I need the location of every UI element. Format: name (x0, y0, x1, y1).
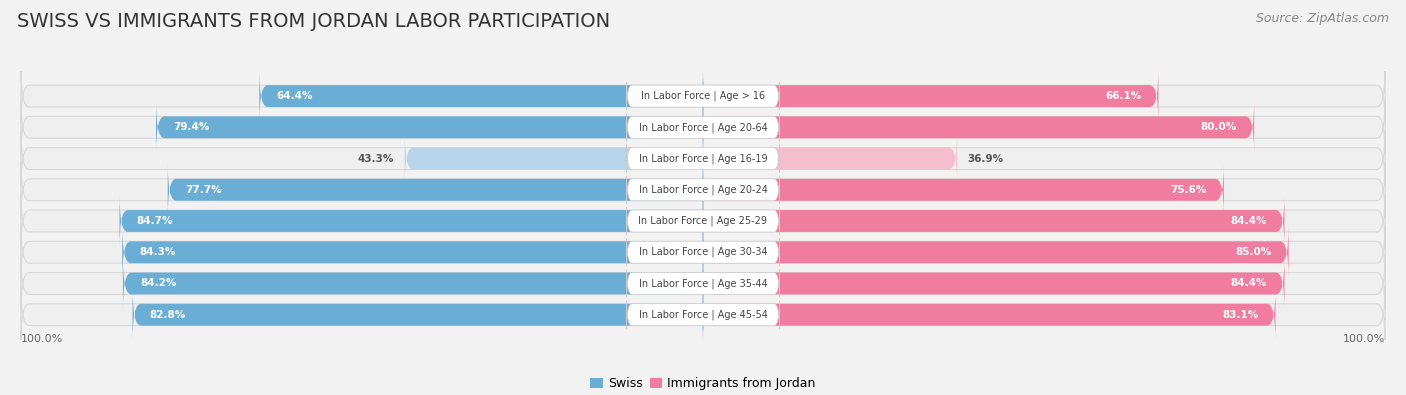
FancyBboxPatch shape (627, 301, 779, 329)
FancyBboxPatch shape (703, 194, 1285, 248)
Text: 66.1%: 66.1% (1105, 91, 1142, 101)
Text: 84.4%: 84.4% (1230, 278, 1267, 288)
FancyBboxPatch shape (627, 145, 779, 173)
Text: In Labor Force | Age 25-29: In Labor Force | Age 25-29 (638, 216, 768, 226)
FancyBboxPatch shape (21, 163, 1385, 216)
FancyBboxPatch shape (703, 163, 1223, 216)
FancyBboxPatch shape (122, 226, 703, 279)
FancyBboxPatch shape (21, 226, 1385, 279)
FancyBboxPatch shape (703, 226, 1289, 279)
Text: 77.7%: 77.7% (186, 185, 222, 195)
Text: In Labor Force | Age 20-24: In Labor Force | Age 20-24 (638, 184, 768, 195)
FancyBboxPatch shape (21, 194, 1385, 248)
FancyBboxPatch shape (703, 101, 1254, 154)
FancyBboxPatch shape (21, 288, 1385, 341)
FancyBboxPatch shape (703, 132, 957, 185)
Text: In Labor Force | Age 30-34: In Labor Force | Age 30-34 (638, 247, 768, 258)
FancyBboxPatch shape (122, 257, 703, 310)
FancyBboxPatch shape (120, 194, 703, 248)
FancyBboxPatch shape (627, 113, 779, 141)
FancyBboxPatch shape (627, 238, 779, 266)
Text: 84.4%: 84.4% (1230, 216, 1267, 226)
FancyBboxPatch shape (156, 101, 703, 154)
Text: 82.8%: 82.8% (150, 310, 186, 320)
Text: 43.3%: 43.3% (359, 154, 394, 164)
FancyBboxPatch shape (21, 257, 1385, 310)
FancyBboxPatch shape (132, 288, 703, 341)
Text: SWISS VS IMMIGRANTS FROM JORDAN LABOR PARTICIPATION: SWISS VS IMMIGRANTS FROM JORDAN LABOR PA… (17, 12, 610, 31)
Text: 100.0%: 100.0% (21, 334, 63, 344)
Text: In Labor Force | Age 45-54: In Labor Force | Age 45-54 (638, 309, 768, 320)
FancyBboxPatch shape (21, 132, 1385, 185)
Text: 75.6%: 75.6% (1170, 185, 1206, 195)
Text: In Labor Force | Age 20-64: In Labor Force | Age 20-64 (638, 122, 768, 133)
FancyBboxPatch shape (21, 101, 1385, 154)
FancyBboxPatch shape (21, 70, 1385, 122)
Text: 100.0%: 100.0% (1343, 334, 1385, 344)
Text: In Labor Force | Age > 16: In Labor Force | Age > 16 (641, 91, 765, 102)
Text: 80.0%: 80.0% (1201, 122, 1237, 132)
Text: Source: ZipAtlas.com: Source: ZipAtlas.com (1256, 12, 1389, 25)
FancyBboxPatch shape (167, 163, 703, 216)
Text: 79.4%: 79.4% (173, 122, 209, 132)
FancyBboxPatch shape (627, 207, 779, 235)
FancyBboxPatch shape (627, 176, 779, 204)
FancyBboxPatch shape (259, 70, 703, 122)
FancyBboxPatch shape (703, 288, 1275, 341)
Text: 36.9%: 36.9% (967, 154, 1004, 164)
Legend: Swiss, Immigrants from Jordan: Swiss, Immigrants from Jordan (588, 374, 818, 393)
Text: 84.2%: 84.2% (141, 278, 177, 288)
FancyBboxPatch shape (627, 269, 779, 297)
FancyBboxPatch shape (703, 257, 1285, 310)
Text: 83.1%: 83.1% (1222, 310, 1258, 320)
Text: 64.4%: 64.4% (277, 91, 314, 101)
FancyBboxPatch shape (405, 132, 703, 185)
FancyBboxPatch shape (627, 82, 779, 110)
Text: 85.0%: 85.0% (1234, 247, 1271, 257)
Text: In Labor Force | Age 16-19: In Labor Force | Age 16-19 (638, 153, 768, 164)
FancyBboxPatch shape (703, 70, 1159, 122)
Text: 84.3%: 84.3% (139, 247, 176, 257)
Text: In Labor Force | Age 35-44: In Labor Force | Age 35-44 (638, 278, 768, 289)
Text: 84.7%: 84.7% (136, 216, 173, 226)
